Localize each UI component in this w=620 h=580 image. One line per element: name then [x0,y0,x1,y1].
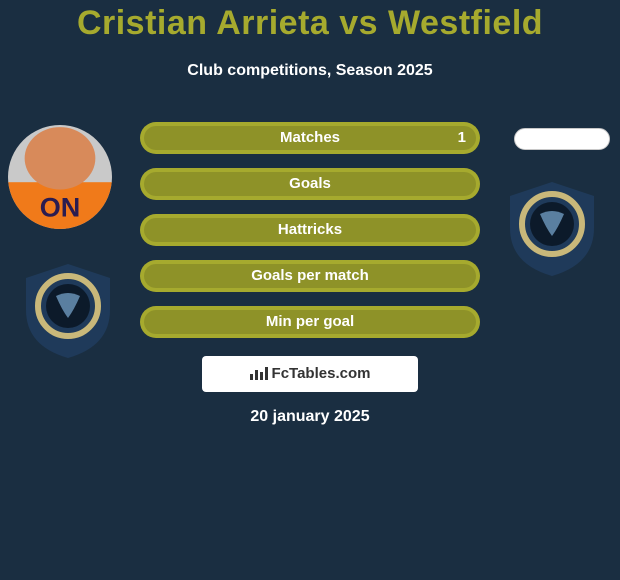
stat-label: Goals [140,168,480,200]
stat-label: Matches [140,122,480,154]
stat-row-gpm: Goals per match [140,260,480,292]
stat-label: Goals per match [140,260,480,292]
stat-label: Min per goal [140,306,480,338]
player-photo-icon: ON [8,125,112,229]
attribution-text: FcTables.com [272,365,371,382]
shield-badge-icon [502,178,602,278]
comparison-infographic: Cristian Arrieta vs Westfield Club compe… [0,0,620,580]
player-avatar-left: ON [8,125,112,229]
infographic-date: 20 january 2025 [0,408,620,426]
svg-text:ON: ON [40,193,81,223]
page-subtitle: Club competitions, Season 2025 [0,62,620,80]
stat-row-mpg: Min per goal [140,306,480,338]
stat-row-matches: Matches1 [140,122,480,154]
stat-value-right: 1 [458,122,466,154]
attribution-box: FcTables.com [202,356,418,392]
bar-chart-icon [250,366,268,380]
club-badge-left [18,260,118,344]
club-badge-right [502,178,602,262]
page-title: Cristian Arrieta vs Westfield [0,4,620,43]
opponent-pill [514,128,610,150]
shield-badge-icon [18,260,118,360]
stat-label: Hattricks [140,214,480,246]
stat-row-goals: Goals [140,168,480,200]
stat-row-hattricks: Hattricks [140,214,480,246]
